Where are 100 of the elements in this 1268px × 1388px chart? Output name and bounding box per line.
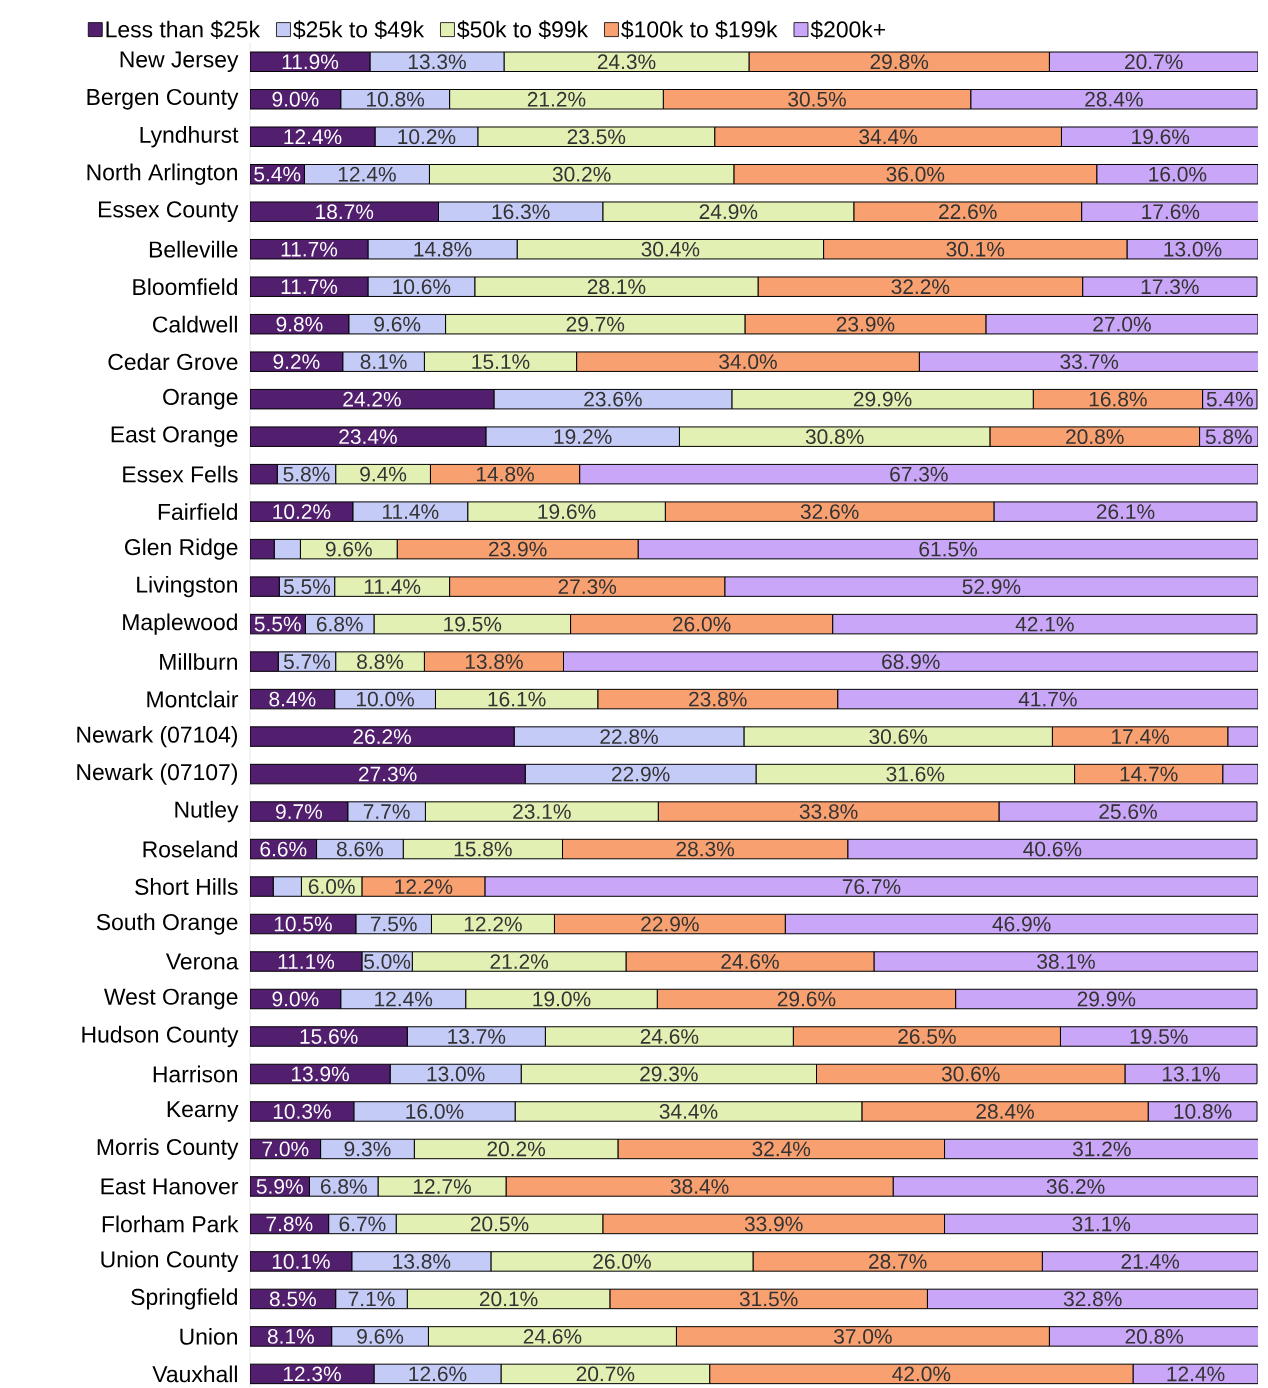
data-label: 12.3% (283, 1366, 341, 1382)
data-label: 31.6% (886, 766, 945, 782)
data-label: 5.5% (283, 579, 331, 594)
data-label: 38.1% (1037, 954, 1095, 969)
data-label: 19.5% (444, 616, 502, 632)
y-tick-label: Montclair (147, 690, 239, 708)
data-label: 9.7% (276, 804, 322, 819)
data-label: 10.8% (1174, 1104, 1232, 1119)
y-tick-label: Bloomfield (133, 278, 237, 296)
y-tick-label: Fairfield (158, 503, 237, 521)
data-label: 12.4% (338, 166, 396, 182)
data-label: 12.2% (464, 916, 522, 932)
data-label: 29.7% (566, 316, 625, 332)
y-tick-label: Newark (07104) (77, 725, 238, 748)
data-label: 26.1% (1096, 504, 1155, 520)
data-label: 37.0% (834, 1329, 892, 1344)
data-label: 5.8% (1205, 429, 1252, 445)
data-label: 9.0% (272, 991, 319, 1007)
bar (892, 1176, 1259, 1197)
data-label: 14.8% (476, 466, 534, 482)
data-label: 32.6% (800, 504, 859, 520)
bar (579, 463, 1259, 485)
data-label: 7.7% (363, 804, 410, 819)
data-label: 17.3% (1141, 279, 1199, 295)
data-label: 67.3% (890, 466, 948, 482)
data-label: 13.1% (1162, 1066, 1220, 1082)
legend-label: $100k to $199k (621, 20, 778, 39)
data-label: 28.7% (869, 1254, 927, 1269)
data-label: 13.7% (448, 1029, 506, 1044)
data-label: 11.7% (281, 279, 338, 295)
data-label: 21.2% (490, 954, 549, 969)
data-label: 6.6% (260, 841, 307, 857)
data-label: 19.5% (1130, 1029, 1188, 1044)
data-label: 16.3% (492, 204, 550, 220)
data-label: 13.8% (393, 1254, 451, 1269)
data-label: 21.2% (527, 91, 586, 107)
y-tick-label: Florham Park (102, 1215, 239, 1233)
data-label: 5.4% (1206, 391, 1253, 407)
data-label: 11.4% (364, 579, 421, 594)
data-label: 23.4% (339, 429, 397, 445)
data-label: 36.0% (886, 166, 945, 182)
data-label: 10.1% (272, 1254, 330, 1269)
y-tick-label: Union County (101, 1250, 239, 1273)
bar (1048, 1326, 1259, 1347)
legend-label: $200k+ (810, 20, 886, 39)
data-label: 27.3% (558, 579, 617, 595)
data-label: 31.2% (1072, 1141, 1131, 1157)
y-tick-label: Essex County (98, 201, 239, 223)
data-label: 32.4% (752, 1141, 811, 1157)
bar (1041, 1251, 1259, 1272)
bar (998, 801, 1258, 822)
data-label: 20.1% (479, 1291, 538, 1307)
bar (637, 538, 1259, 560)
data-label: 22.9% (612, 766, 670, 782)
data-label: 30.6% (869, 729, 928, 744)
y-tick-label: Kearny (167, 1101, 239, 1122)
y-tick-label: Morris County (97, 1138, 239, 1160)
data-label: 11.9% (282, 54, 339, 70)
y-tick-label: Hudson County (82, 1025, 239, 1048)
bar (837, 688, 1259, 710)
data-label: 17.4% (1112, 729, 1169, 744)
data-label: 22.8% (600, 729, 658, 744)
data-label: 11.7% (281, 241, 338, 257)
data-label: 30.4% (641, 241, 700, 257)
data-label: 41.7% (1018, 691, 1077, 707)
y-tick-label: Caldwell (153, 315, 237, 333)
y-tick-label: Livingston (137, 575, 237, 598)
data-label: 29.9% (1077, 991, 1136, 1007)
data-label: 15.6% (300, 1029, 358, 1044)
data-label: 61.5% (919, 541, 977, 557)
bar (1059, 1026, 1258, 1047)
data-label: 40.6% (1023, 841, 1082, 857)
data-label: 19.6% (1132, 129, 1190, 145)
data-label: 29.6% (777, 991, 836, 1007)
data-label: 23.6% (584, 391, 642, 407)
data-label: 20.8% (1125, 1329, 1184, 1344)
data-label: 10.0% (357, 691, 414, 707)
data-label: 9.6% (325, 541, 372, 557)
data-label: 8.4% (269, 691, 316, 707)
data-label: 10.8% (367, 91, 425, 107)
data-label: 8.1% (267, 1329, 314, 1344)
data-label: 10.5% (274, 916, 332, 932)
data-label: 6.7% (339, 1216, 386, 1232)
legend-label: Less than $25k (106, 20, 261, 39)
data-label: 42.0% (892, 1366, 951, 1382)
data-label: 6.8% (316, 616, 363, 632)
data-label: 20.2% (487, 1141, 546, 1157)
y-tick-label: Vauxhall (152, 1365, 237, 1383)
data-label: 46.9% (992, 916, 1051, 932)
y-tick-label: Springfield (131, 1288, 237, 1310)
data-label: 27.0% (1093, 316, 1151, 332)
bar (250, 726, 515, 747)
data-label: 13.0% (427, 1066, 485, 1082)
y-tick-label: Glen Ridge (125, 538, 238, 560)
data-label: 21.4% (1121, 1254, 1180, 1269)
data-label: 42.1% (1015, 616, 1074, 632)
y-tick-label: Verona (165, 953, 239, 970)
data-label: 16.0% (1149, 166, 1207, 182)
data-label: 20.7% (576, 1366, 635, 1382)
bar (250, 876, 274, 897)
